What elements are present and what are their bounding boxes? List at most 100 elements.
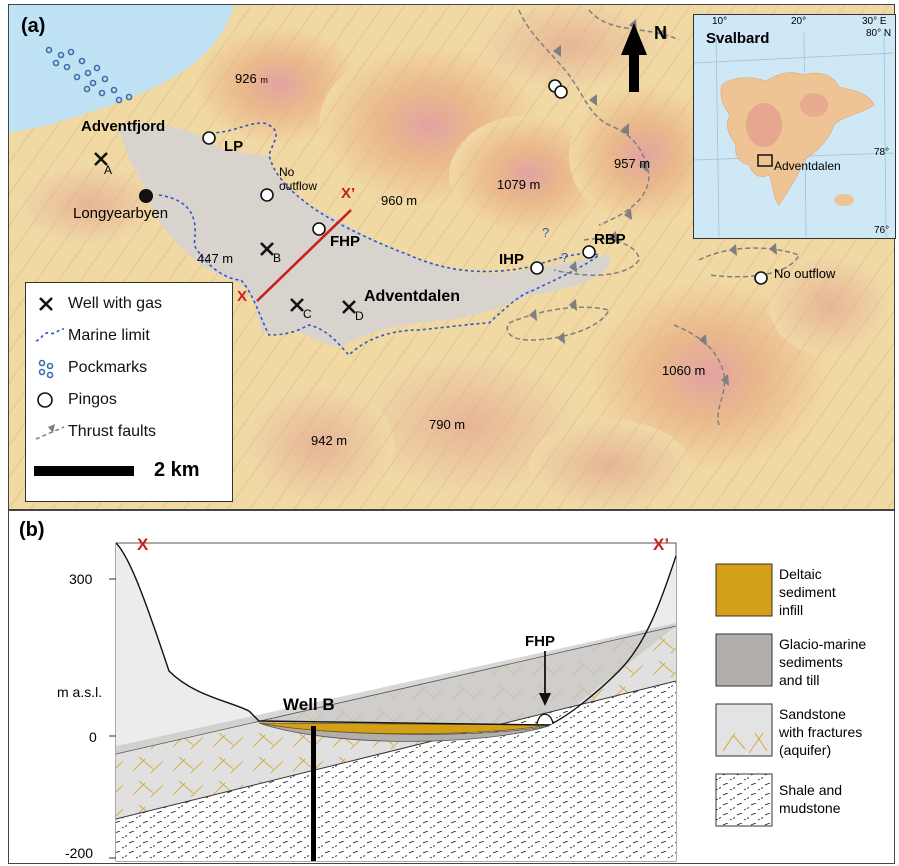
elevation-957: 957 m: [614, 156, 651, 171]
section-end-label: X’: [341, 185, 356, 202]
svalbard-inset: Svalbard 10° 20° 30° E 80° N 78° 76° Adv…: [693, 14, 896, 239]
inset-lon-10: 10°: [712, 16, 728, 27]
cross-section-panel: (b) X X’ 300 0 -200 m a.s.l. Well B FHP …: [8, 510, 895, 864]
pingo-ihp: [530, 261, 544, 275]
swatch-shale: [715, 773, 773, 827]
legend-pingos: Pingos: [34, 387, 117, 413]
question-mark-1: ?: [542, 225, 550, 240]
inset-lat-80: 80° N: [866, 28, 892, 39]
well-b-borehole: [311, 726, 316, 861]
well-a-marker: [94, 152, 108, 166]
section-start-label: X: [237, 288, 248, 305]
thrust-teeth: [529, 19, 777, 386]
inset-title: Svalbard: [706, 30, 770, 47]
section-x-prime-label: X’: [653, 535, 670, 554]
rbp-label: RBP: [594, 231, 626, 248]
pingo-fhp: [312, 222, 326, 236]
legend-marine: Marine limit: [34, 323, 150, 349]
inset-map: [694, 32, 895, 238]
valley-floor: [119, 124, 611, 347]
legend-pockmarks: Pockmarks: [34, 355, 147, 381]
longyearbyen-label: Longyearbyen: [73, 205, 169, 222]
legend-shale: Shale and mudstone: [779, 782, 843, 816]
sandstone-top-boundary: [115, 625, 677, 755]
inset-lat-76: 76°: [874, 225, 890, 236]
y-tick-300: 300: [69, 571, 93, 587]
swatch-glacio: [715, 633, 773, 687]
legend-well-label: Well with gas: [68, 295, 162, 312]
no-outflow-label-2: No outflow: [774, 266, 836, 281]
well-b-label: B: [273, 251, 282, 265]
mountain-relief: [9, 0, 894, 510]
legend-thrust-label: Thrust faults: [68, 423, 157, 440]
thrust-faults: [506, 9, 801, 426]
ihp-label: IHP: [499, 251, 525, 268]
pockmarks: [45, 46, 133, 104]
elevation-1079: 1079 m: [497, 177, 541, 192]
well-d-marker: [342, 300, 356, 314]
fhp-section-label: FHP: [525, 633, 555, 650]
inset-site-label: Adventdalen: [774, 159, 841, 173]
fhp-label: FHP: [330, 233, 360, 250]
fhp-arrow-head: [539, 693, 551, 706]
longyearbyen-dot: [139, 189, 153, 203]
lp-label: LP: [224, 138, 244, 155]
y-tick-0: 0: [89, 729, 97, 745]
elevation-1060: 1060 m: [662, 363, 706, 378]
panel-b-tag: (b): [19, 519, 45, 541]
legend-pingos-label: Pingos: [68, 391, 117, 408]
panel-a-tag: (a): [21, 15, 46, 37]
well-c-label: C: [303, 307, 312, 321]
well-a-label: A: [104, 163, 113, 177]
scale-label: 2 km: [154, 459, 200, 481]
inset-lat-78: 78°: [874, 147, 890, 158]
pingo-rbp: [582, 245, 596, 259]
inset-lon-30: 30° E: [862, 16, 887, 27]
section-x-label: X: [137, 535, 149, 554]
pingo-no-outflow-1: [260, 188, 274, 202]
elevation-790: 790 m: [429, 417, 466, 432]
legend-glacio: Glacio-marine sediments and till: [779, 636, 867, 688]
elevation-942: 942 m: [311, 433, 348, 448]
legend-pockmarks-label: Pockmarks: [68, 359, 148, 376]
section-legend-swatches: [715, 563, 773, 827]
marine-limit-line: [158, 122, 601, 357]
study-area-box: [757, 154, 773, 167]
pingo-lp: [202, 131, 216, 145]
y-tick-neg200: -200: [65, 845, 94, 861]
no-outflow-label-1: No outflow: [279, 165, 318, 193]
legend-marine-label: Marine limit: [68, 327, 150, 344]
inset-lon-20: 20°: [791, 16, 807, 27]
well-d-label: D: [355, 309, 364, 323]
well-b-label: Well B: [283, 695, 335, 714]
swatch-deltaic: [715, 563, 773, 617]
legend-sandstone: Sandstone with fractures (aquifer): [779, 706, 863, 758]
pingo-markers: [202, 79, 768, 285]
pingo-upper-2: [554, 85, 568, 99]
section-line: [256, 209, 352, 302]
adventdalen-label: Adventdalen: [364, 288, 461, 305]
pingo-no-outflow-2: [754, 271, 768, 285]
north-label: N: [654, 23, 667, 43]
legend-well: Well with gas: [34, 291, 162, 317]
map-panel: (a) N Adventfjord Longyearbyen Adventdal…: [8, 0, 896, 510]
adventfjord-label: Adventfjord: [81, 118, 166, 135]
north-arrow: [621, 23, 647, 92]
map-legend: Well with gas Marine limit Pockmarks Pin…: [25, 282, 233, 502]
legend-deltaic: Deltaic sediment infill: [779, 566, 836, 618]
ground-surface: [115, 542, 677, 726]
scale-bar: [34, 466, 134, 476]
well-markers: [94, 152, 356, 314]
fjord-water: [9, 5, 234, 133]
well-c-marker: [290, 298, 304, 312]
fhp-pingo-shape: [536, 713, 554, 725]
svalbard-land: [720, 72, 875, 206]
cross-section: [109, 542, 677, 862]
elevation-447: 447 m: [197, 251, 234, 266]
well-b-marker: [260, 242, 274, 256]
legend-thrust: Thrust faults: [34, 419, 156, 445]
y-axis-label: m a.s.l.: [57, 684, 103, 700]
deltaic-infill: [258, 722, 550, 735]
elevation-926: 926 m: [235, 71, 268, 86]
